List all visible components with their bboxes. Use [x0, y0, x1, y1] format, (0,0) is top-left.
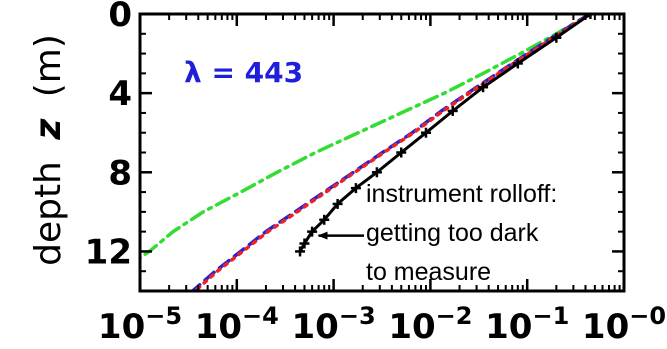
annotation: instrument rolloff: getting too dark to … — [317, 180, 557, 286]
data-point — [585, 14, 596, 19]
x-tick-label: 10−2 — [388, 302, 472, 347]
annotation-line-2: getting too dark — [366, 219, 539, 247]
series-layer — [140, 14, 593, 291]
x-tick-label: 10−1 — [485, 302, 569, 347]
data-point — [299, 238, 310, 249]
data-point — [447, 105, 458, 116]
data-point — [420, 127, 431, 138]
x-tick-label: 10−4 — [195, 302, 279, 347]
data-point — [551, 32, 562, 43]
data-point — [371, 167, 382, 178]
series-line-3 — [193, 14, 593, 291]
y-axis-label-symbol: z — [28, 118, 69, 141]
data-point — [512, 58, 523, 69]
tick-layer — [138, 12, 626, 292]
y-axis-label: depth z (m) — [28, 34, 69, 266]
data-point — [396, 147, 407, 158]
series-line-4 — [298, 14, 592, 253]
y-tick-label: 0 — [108, 0, 132, 35]
wavelength-label: λ = 443 — [184, 56, 303, 89]
data-point — [295, 246, 306, 257]
y-axis-label-unit: (m) — [28, 34, 69, 97]
y-tick-labels: 0 4 8 12 — [85, 0, 132, 272]
y-tick-label: 12 — [85, 232, 132, 272]
x-tick-label: 10−0 — [582, 302, 666, 347]
annotation-line-3: to measure — [366, 258, 491, 286]
x-tick-label: 10−3 — [292, 302, 376, 347]
data-point — [319, 214, 330, 225]
y-tick-label: 8 — [108, 153, 132, 193]
annotation-line-1: instrument rolloff: — [366, 180, 557, 208]
x-tick-labels: 10−5 10−4 10−3 10−2 10−1 10−0 — [98, 302, 666, 347]
data-point — [350, 183, 361, 194]
data-point — [307, 226, 318, 237]
x-tick-label: 10−5 — [98, 302, 182, 347]
y-axis-label-prefix: depth — [28, 161, 69, 266]
marker-layer — [295, 14, 596, 257]
series-line-1 — [140, 14, 593, 260]
y-tick-label: 4 — [108, 74, 132, 114]
data-point — [478, 82, 489, 93]
data-point — [332, 198, 343, 209]
